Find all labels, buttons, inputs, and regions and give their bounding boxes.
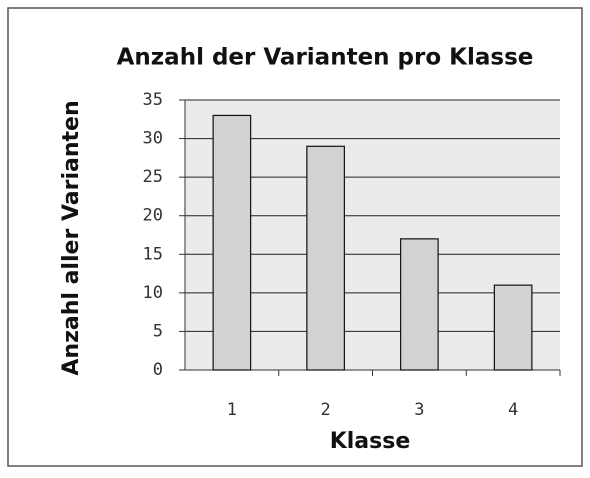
y-tick-label: 35 [143,90,163,110]
chart-title: Anzahl der Varianten pro Klasse [117,45,534,71]
x-tick-label: 2 [321,400,331,420]
x-tick-label: 3 [414,400,424,420]
x-tick-label: 1 [227,400,237,420]
y-axis-label: Anzahl aller Varianten [59,100,84,375]
bar [212,114,252,371]
bar [306,145,345,371]
x-tick-label: 4 [508,400,518,420]
y-tick-label: 30 [143,129,163,149]
y-tick-label: 5 [153,321,163,341]
y-tick-label: 0 [153,360,163,380]
y-tick-label: 20 [143,206,163,226]
bar [400,238,439,371]
bar [493,284,533,371]
y-tick-label: 25 [143,167,163,187]
y-tick-label: 10 [143,283,163,303]
x-axis-label: Klasse [330,429,411,454]
y-tick-label: 15 [143,244,163,264]
